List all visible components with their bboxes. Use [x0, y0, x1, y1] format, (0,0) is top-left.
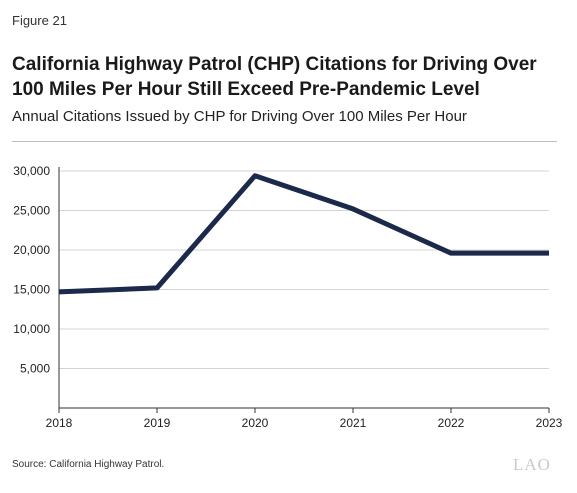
x-tick-label: 2019 [144, 416, 171, 430]
y-tick-label: 10,000 [13, 322, 50, 336]
series-line [58, 173, 549, 295]
y-tick-label: 15,000 [13, 283, 50, 297]
x-tick-label: 2022 [438, 416, 465, 430]
y-tick-label: 30,000 [13, 164, 50, 178]
title-divider [12, 141, 557, 142]
x-tick-label: 2023 [536, 416, 563, 430]
y-tick-label: 5,000 [20, 362, 50, 376]
chart-title: California Highway Patrol (CHP) Citation… [12, 54, 537, 100]
line-chart: 5,000 10,000 15,000 20,000 25,000 30,000 2018 2… [13, 164, 563, 430]
x-tick-label: 2018 [46, 416, 73, 430]
figure-label: Figure 21 [12, 13, 67, 28]
source-note: Source: California Highway Patrol. [12, 459, 165, 470]
lao-logo: LAO [513, 455, 551, 474]
chart-subtitle: Annual Citations Issued by CHP for Drivi… [12, 108, 467, 125]
y-tick-label: 25,000 [13, 204, 50, 218]
x-tick-label: 2020 [242, 416, 269, 430]
y-tick-label: 20,000 [13, 243, 50, 257]
x-tick-label: 2021 [340, 416, 367, 430]
